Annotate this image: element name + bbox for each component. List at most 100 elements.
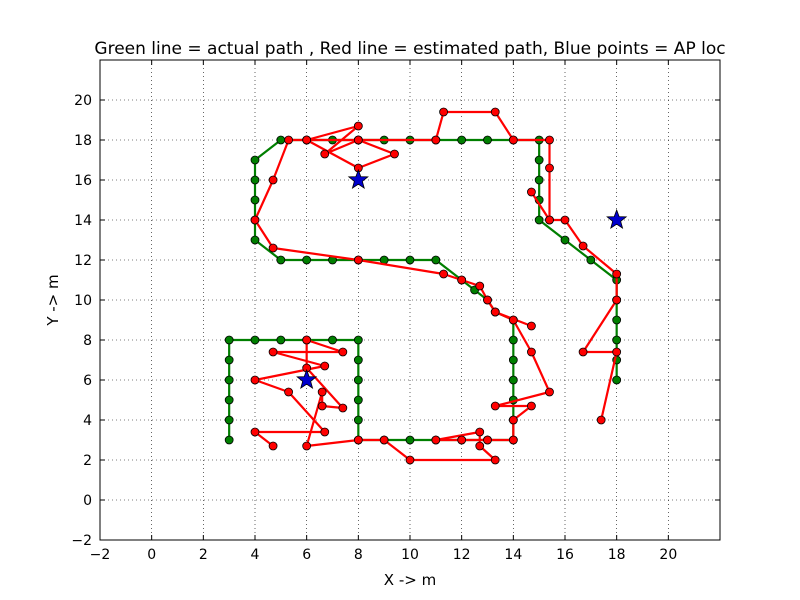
actual-path-point — [353, 415, 363, 425]
estimated-path-point — [457, 435, 467, 445]
estimated-path-point — [302, 441, 312, 451]
estimated-path-point — [475, 281, 485, 291]
estimated-path-point — [284, 387, 293, 397]
x-tick-label: 18 — [608, 547, 626, 563]
actual-path-point — [302, 255, 312, 265]
estimated-path-point — [457, 275, 467, 285]
x-tick-label: 6 — [302, 547, 311, 563]
y-tick-label: −2 — [71, 533, 92, 549]
axis-ticks: −2 0 2 4 6 8 10 12 14 16 18 20 −2 0 2 4 6 8 10 12 14 16 18 20 — [71, 60, 720, 563]
actual-path-point — [353, 395, 363, 405]
actual-path-point — [250, 335, 260, 345]
estimated-path-point — [317, 401, 327, 411]
actual-path-point — [431, 255, 441, 265]
y-tick-label: 20 — [74, 93, 92, 109]
actual-path-point — [224, 375, 234, 385]
x-tick-label: 0 — [147, 547, 156, 563]
estimated-path-point — [320, 149, 330, 159]
estimated-path-point — [250, 427, 260, 437]
estimated-path-point — [508, 415, 518, 425]
estimated-path-point — [379, 435, 389, 445]
y-tick-label: 14 — [74, 213, 92, 229]
actual-path-point — [508, 375, 518, 385]
estimated-path-point — [353, 121, 363, 131]
estimated-path-point — [268, 441, 278, 451]
y-tick-label: 8 — [83, 333, 92, 349]
ap-location-star — [606, 208, 628, 230]
actual-path-point — [276, 135, 286, 145]
actual-path-point — [353, 355, 363, 365]
estimated-path-point — [302, 335, 312, 345]
estimated-path-point — [405, 455, 415, 465]
estimated-path-point — [353, 435, 363, 445]
estimated-path-point — [320, 427, 330, 437]
actual-path-point — [250, 195, 260, 205]
estimated-path-point — [353, 255, 363, 265]
estimated-path-point — [268, 175, 278, 185]
actual-path-point — [224, 335, 234, 345]
x-tick-label: −2 — [90, 547, 111, 563]
x-tick-label: 14 — [504, 547, 522, 563]
chart-title: Green line = actual path , Red line = es… — [94, 39, 725, 59]
actual-path-point — [353, 375, 363, 385]
x-tick-label: 12 — [453, 547, 471, 563]
actual-path-point — [612, 335, 622, 345]
estimated-path-point — [508, 435, 518, 445]
estimated-path-point — [284, 135, 293, 145]
actual-path-point — [405, 255, 415, 265]
actual-path-point — [276, 335, 286, 345]
estimated-path-point — [250, 215, 260, 225]
y-tick-label: 0 — [83, 493, 92, 509]
actual-path-point — [483, 135, 492, 145]
ap-location-star — [347, 168, 369, 190]
x-axis-title: X -> m — [384, 571, 436, 589]
estimated-path-point — [578, 241, 588, 251]
estimated-path-point — [490, 401, 500, 411]
estimated-path-point — [317, 387, 327, 397]
actual-path-point — [405, 435, 415, 445]
estimated-path-point — [578, 347, 588, 357]
actual-path-point — [328, 335, 337, 345]
estimated-path-point — [560, 215, 570, 225]
estimated-path-point — [250, 375, 260, 385]
estimated-path-point — [338, 347, 348, 357]
actual-path-point — [612, 315, 622, 325]
y-tick-label: 2 — [83, 453, 92, 469]
estimated-path-point — [483, 295, 492, 305]
actual-path-point — [508, 335, 518, 345]
estimated-path-point — [508, 135, 518, 145]
estimated-path-point — [612, 347, 622, 357]
actual-path-point — [534, 215, 544, 225]
y-tick-label: 4 — [83, 413, 92, 429]
estimated-path-point — [338, 403, 348, 413]
x-tick-label: 8 — [354, 547, 363, 563]
y-tick-label: 16 — [74, 173, 92, 189]
estimated-path-point — [612, 269, 622, 279]
estimated-path-point — [527, 347, 536, 357]
estimated-path-point — [431, 435, 441, 445]
x-tick-label: 20 — [659, 547, 677, 563]
estimated-path-point — [508, 315, 518, 325]
actual-path-point — [612, 375, 622, 385]
estimated-path-point — [390, 149, 399, 159]
estimated-path-point — [490, 307, 500, 317]
actual-path-point — [353, 335, 363, 345]
actual-path-point — [457, 135, 467, 145]
estimated-path-point — [545, 387, 554, 397]
y-tick-label: 10 — [74, 293, 92, 309]
estimated-path-point — [475, 441, 485, 451]
y-tick-label: 12 — [74, 253, 92, 269]
actual-path-point — [276, 255, 286, 265]
actual-path-point — [224, 415, 234, 425]
estimated-path-point — [545, 215, 554, 225]
x-tick-label: 4 — [251, 547, 260, 563]
estimated-path-point — [490, 107, 500, 117]
actual-path-point — [224, 395, 234, 405]
estimated-path-point — [439, 269, 448, 279]
estimated-path-point — [490, 455, 500, 465]
estimated-path-point — [527, 187, 536, 197]
actual-path-point — [586, 255, 596, 265]
actual-path-point — [534, 175, 544, 185]
estimated-path-point — [527, 321, 536, 331]
